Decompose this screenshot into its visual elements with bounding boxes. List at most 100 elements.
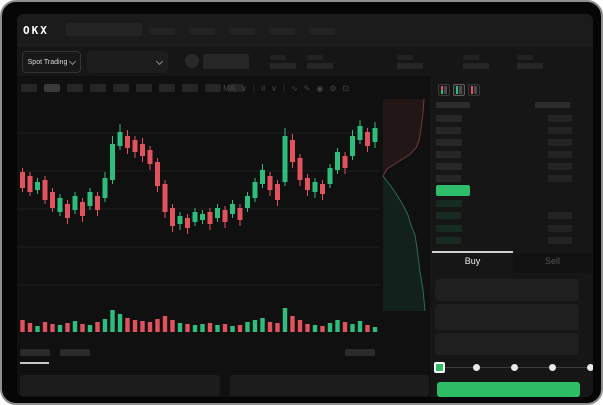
nav-item[interactable] — [149, 28, 175, 35]
ask-row-price[interactable] — [436, 127, 461, 134]
ask-row-price[interactable] — [436, 175, 461, 182]
book-view-bids[interactable] — [453, 84, 465, 96]
icon-segment — [456, 92, 462, 94]
timeframe-button[interactable] — [113, 84, 129, 92]
timeframe-button[interactable] — [228, 84, 244, 92]
settings-gear-icon[interactable]: ⚙ — [329, 83, 337, 93]
icon-segment — [471, 88, 477, 90]
color-dash — [441, 86, 444, 88]
chevron-down-icon[interactable]: ∨ — [241, 83, 247, 93]
stat-label-placeholder — [463, 55, 479, 60]
bid-row-price[interactable] — [436, 237, 461, 245]
timeframe-button[interactable] — [182, 84, 198, 92]
orderbook-last-price[interactable] — [436, 185, 470, 196]
nav-item[interactable] — [229, 28, 255, 35]
ask-row-amount[interactable] — [548, 151, 572, 158]
coin-icon — [185, 54, 199, 68]
order-input-0[interactable] — [435, 279, 579, 301]
slider-stop[interactable] — [511, 364, 518, 371]
timeframe-button[interactable] — [67, 84, 83, 92]
icon-segment — [456, 90, 462, 92]
candlestick-chart[interactable] — [18, 100, 380, 296]
pair-selector[interactable] — [87, 51, 168, 73]
ticker-stat[interactable] — [463, 55, 493, 71]
timeframe-button[interactable] — [159, 84, 175, 92]
timeframe-button[interactable] — [21, 84, 37, 92]
ask-row-price[interactable] — [436, 115, 462, 122]
buy-submit-button[interactable] — [437, 382, 580, 397]
bottom-tab-1[interactable] — [60, 349, 90, 356]
stat-value-placeholder — [307, 63, 333, 69]
slider-stop[interactable] — [586, 364, 593, 371]
candle-type-icon[interactable]: ıl — [261, 83, 266, 93]
grey-dash — [459, 92, 462, 94]
bottom-tab-2[interactable] — [345, 349, 375, 356]
timeframe-button[interactable] — [136, 84, 152, 92]
book-view-both[interactable] — [438, 84, 450, 96]
color-dash — [456, 92, 459, 94]
bottom-tab-0[interactable] — [20, 349, 50, 356]
color-dash — [456, 86, 459, 88]
icon-segment — [441, 86, 447, 88]
grey-dash — [459, 90, 462, 92]
book-view-asks[interactable] — [468, 84, 480, 96]
ask-row-price[interactable] — [436, 163, 462, 170]
tab-sell[interactable]: Sell — [544, 256, 560, 266]
search-input[interactable] — [66, 23, 142, 36]
ask-row-price[interactable] — [436, 139, 462, 146]
color-dash — [456, 88, 459, 90]
ask-row-amount[interactable] — [548, 175, 572, 182]
stat-value-placeholder — [463, 63, 489, 69]
ask-row-amount[interactable] — [548, 139, 572, 146]
nav-item[interactable] — [269, 28, 295, 35]
order-input-1[interactable] — [435, 304, 579, 330]
slider-handle[interactable] — [434, 362, 445, 373]
color-dash — [471, 86, 474, 88]
timeframe-button[interactable] — [44, 84, 60, 92]
grey-dash — [459, 88, 462, 90]
ticker-stat[interactable] — [270, 55, 300, 71]
chevron-down-icon[interactable]: ∨ — [271, 83, 277, 93]
timeframe-row — [21, 84, 244, 92]
market-type-selector[interactable]: Spot Trading — [22, 51, 81, 73]
trading-app: OKX Spot Trading | MA ∨ | ıl ∨ | ∿ ✎ ◉ ⚙ ⊡ Buy Sell — [17, 14, 593, 397]
fullscreen-icon[interactable]: ⊡ — [342, 83, 350, 93]
ask-row-amount[interactable] — [548, 163, 572, 170]
grey-dash — [474, 90, 477, 92]
orderbook-price-header — [436, 102, 470, 108]
chart-tools-row: | MA ∨ | ıl ∨ | ∿ ✎ ◉ ⚙ ⊡ — [215, 83, 349, 93]
nav-item[interactable] — [189, 28, 215, 35]
ma-indicator-label[interactable]: MA — [223, 83, 236, 93]
camera-icon[interactable]: ◉ — [316, 83, 324, 93]
ask-row-price[interactable] — [436, 151, 461, 158]
tab-buy[interactable]: Buy — [464, 256, 481, 266]
draw-tool-icon[interactable]: ✎ — [303, 83, 311, 93]
orderbook-amount-header — [535, 102, 570, 108]
bid-row-price[interactable] — [436, 212, 461, 220]
ticker-stat[interactable] — [517, 55, 547, 71]
ticker-stat[interactable] — [307, 55, 337, 71]
bid-row-price[interactable] — [436, 200, 462, 207]
bid-row-amount[interactable] — [548, 212, 572, 220]
ticker-stat[interactable] — [397, 55, 427, 71]
ask-row-amount[interactable] — [548, 127, 572, 134]
wave-tool-icon[interactable]: ∿ — [290, 83, 298, 93]
orders-table-placeholder — [20, 375, 220, 396]
slider-stop[interactable] — [473, 364, 481, 371]
bid-row-price[interactable] — [436, 224, 462, 232]
nav-item[interactable] — [309, 28, 335, 35]
divider: | — [282, 83, 285, 93]
bid-row-amount[interactable] — [548, 237, 572, 245]
bid-row-amount[interactable] — [548, 224, 572, 232]
volume-chart — [20, 308, 378, 332]
timeframe-button[interactable] — [90, 84, 106, 92]
timeframe-button[interactable] — [205, 84, 221, 92]
slider-stop[interactable] — [548, 364, 556, 371]
color-dash — [471, 90, 474, 92]
icon-segment — [471, 92, 477, 94]
ask-row-amount[interactable] — [548, 115, 572, 122]
color-dash — [441, 90, 444, 92]
order-input-2[interactable] — [435, 333, 579, 355]
stat-value-placeholder — [397, 63, 423, 69]
